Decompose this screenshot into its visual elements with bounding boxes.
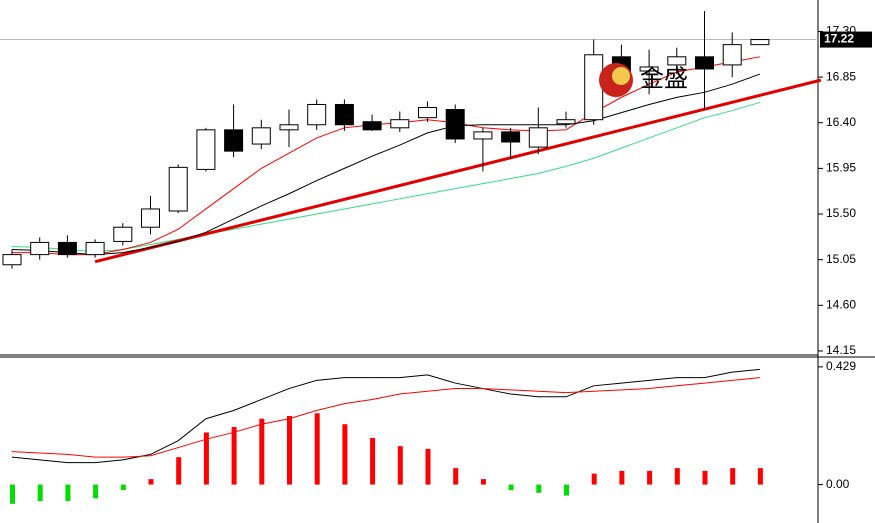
histogram-bar <box>702 470 708 485</box>
histogram-bar <box>647 470 653 485</box>
histogram-bar <box>314 413 320 485</box>
candle-body <box>113 226 133 242</box>
candle-body <box>722 44 742 66</box>
candle-body <box>57 241 77 256</box>
candle-body <box>667 56 687 66</box>
histogram-bar <box>591 473 597 485</box>
candle-body <box>584 54 604 121</box>
candle-body <box>307 103 327 126</box>
indicator-line <box>11 73 761 256</box>
trendline <box>94 78 822 264</box>
histogram-bar <box>176 457 182 485</box>
candle-body <box>473 131 493 140</box>
histogram-bar <box>287 415 292 485</box>
histogram-bar <box>203 432 209 485</box>
candle-body <box>528 127 548 148</box>
histogram-bar <box>674 468 680 485</box>
y-tick-label: 16.85 <box>826 69 856 83</box>
candle-body <box>85 241 105 256</box>
candle-body <box>556 119 576 125</box>
histogram-bar <box>65 484 71 502</box>
candle-body <box>639 66 659 72</box>
candle-body <box>2 254 22 266</box>
candle-body <box>418 107 437 119</box>
histogram-bar <box>120 484 126 491</box>
histogram-bar <box>37 484 43 502</box>
candle-body <box>390 119 410 129</box>
candle-body <box>445 109 465 140</box>
histogram-bar <box>757 468 763 485</box>
current-price-box <box>820 31 872 48</box>
candle-body <box>334 103 354 126</box>
logo: 金盛 <box>599 63 688 97</box>
histogram-bar <box>453 468 459 485</box>
candle-body <box>362 121 382 131</box>
candle-body <box>279 124 299 131</box>
y-tick-label: 0.429 <box>826 359 856 373</box>
histogram-bar <box>342 424 348 485</box>
histogram-bar <box>536 484 542 493</box>
logo-text: 金盛 <box>640 65 688 92</box>
histogram-bar <box>93 484 99 499</box>
y-tick-label: 15.50 <box>826 206 856 220</box>
y-tick-label: 0.00 <box>826 477 850 491</box>
y-tick-label: 15.95 <box>826 161 856 175</box>
histogram-bar <box>480 479 486 485</box>
candle-body <box>196 129 216 170</box>
histogram-bar <box>10 484 15 504</box>
indicator-line <box>11 101 761 253</box>
histogram-bar <box>619 470 625 485</box>
y-tick-label: 14.60 <box>826 297 856 311</box>
histogram-bar <box>508 484 514 491</box>
candle-body <box>224 129 244 152</box>
histogram-bar <box>397 446 403 485</box>
y-tick-label: 16.40 <box>826 115 856 129</box>
y-tick-label: 15.05 <box>826 252 856 266</box>
histogram-bar <box>370 437 376 485</box>
candle-body <box>251 127 271 145</box>
candle-body <box>168 166 188 212</box>
indicator-line <box>12 56 760 256</box>
candle-body <box>750 39 770 46</box>
candle-body <box>501 131 521 143</box>
current-price-label: 17.22 <box>824 32 854 46</box>
indicator-line <box>11 377 760 458</box>
histogram-bar <box>259 418 265 485</box>
histogram-bar <box>231 426 237 485</box>
histogram-bar <box>148 479 154 485</box>
y-tick-label: 14.15 <box>826 343 856 357</box>
candle-body <box>141 208 160 228</box>
histogram-bar <box>564 484 569 496</box>
histogram-bar <box>730 468 736 485</box>
histogram-bar <box>425 448 431 485</box>
logo-mark <box>612 67 630 85</box>
candle-body <box>695 56 714 70</box>
candle-body <box>30 241 50 256</box>
indicator-line <box>11 368 760 464</box>
